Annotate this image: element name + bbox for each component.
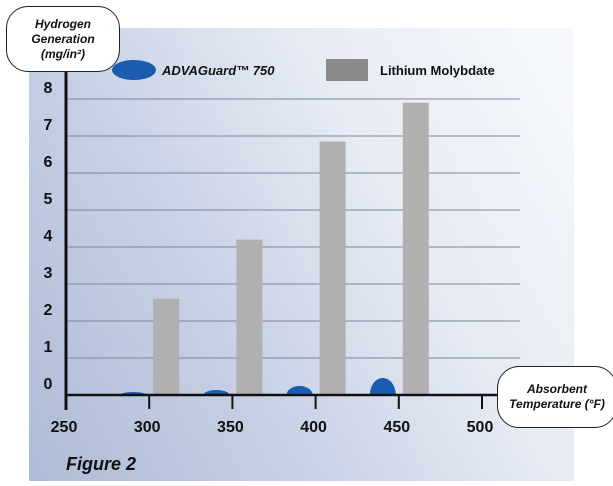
marker-advaguard-400 xyxy=(286,386,313,395)
legend-label-advaguard: ADVAGuard™ 750 xyxy=(161,63,275,78)
bar-lithium-molybdate-400 xyxy=(319,141,346,395)
y-axis-label-line-3: (mg/in²) xyxy=(41,46,85,61)
legend-swatch-advaguard xyxy=(112,60,156,80)
x-axis-label-line-2: Temperature (°F) xyxy=(509,397,605,411)
y-axis-label-bubble: Hydrogen Generation (mg/in²) xyxy=(6,6,120,72)
y-tick-label-5: 5 xyxy=(44,191,53,208)
y-axis-label-line-1: Hydrogen xyxy=(34,16,91,31)
x-tick-label-250: 250 xyxy=(51,419,78,436)
x-tick-label-400: 400 xyxy=(300,419,327,436)
bar-lithium-molybdate-350 xyxy=(236,239,263,395)
y-tick-label-2: 2 xyxy=(44,302,53,319)
axes: 0 1 2 3 4 5 6 7 8 250 300 350 400 450 500 xyxy=(44,60,520,436)
x-axis-label-line-1: Absorbent xyxy=(527,382,587,396)
x-tick-label-450: 450 xyxy=(383,419,410,436)
gridlines xyxy=(66,98,520,359)
marker-advaguard-450 xyxy=(369,378,396,395)
chart-background xyxy=(29,28,574,481)
y-tick-label-8: 8 xyxy=(44,80,53,97)
y-tick-label-6: 6 xyxy=(44,154,53,171)
y-tick-label-7: 7 xyxy=(44,117,53,134)
bar-lithium-molybdate-300 xyxy=(153,298,180,395)
y-tick-label-1: 1 xyxy=(44,339,53,356)
figure-caption: Figure 2 xyxy=(66,454,137,474)
x-tick-label-300: 300 xyxy=(134,419,161,436)
y-axis-label-line-2: Generation xyxy=(31,31,95,46)
bar-lithium-molybdate-450 xyxy=(402,102,429,395)
legend: ADVAGuard™ 750 Lithium Molybdate xyxy=(112,59,495,81)
x-axis-label-bubble: Absorbent Temperature (°F) xyxy=(497,366,613,428)
y-tick-label-3: 3 xyxy=(44,265,53,282)
y-tick-label-4: 4 xyxy=(44,228,53,245)
legend-swatch-lithium-molybdate xyxy=(326,59,368,81)
y-tick-label-0: 0 xyxy=(44,376,53,393)
x-tick-label-500: 500 xyxy=(467,419,494,436)
bar-series xyxy=(153,102,429,395)
x-tick-label-350: 350 xyxy=(217,419,244,436)
legend-label-lithium-molybdate: Lithium Molybdate xyxy=(380,63,495,78)
